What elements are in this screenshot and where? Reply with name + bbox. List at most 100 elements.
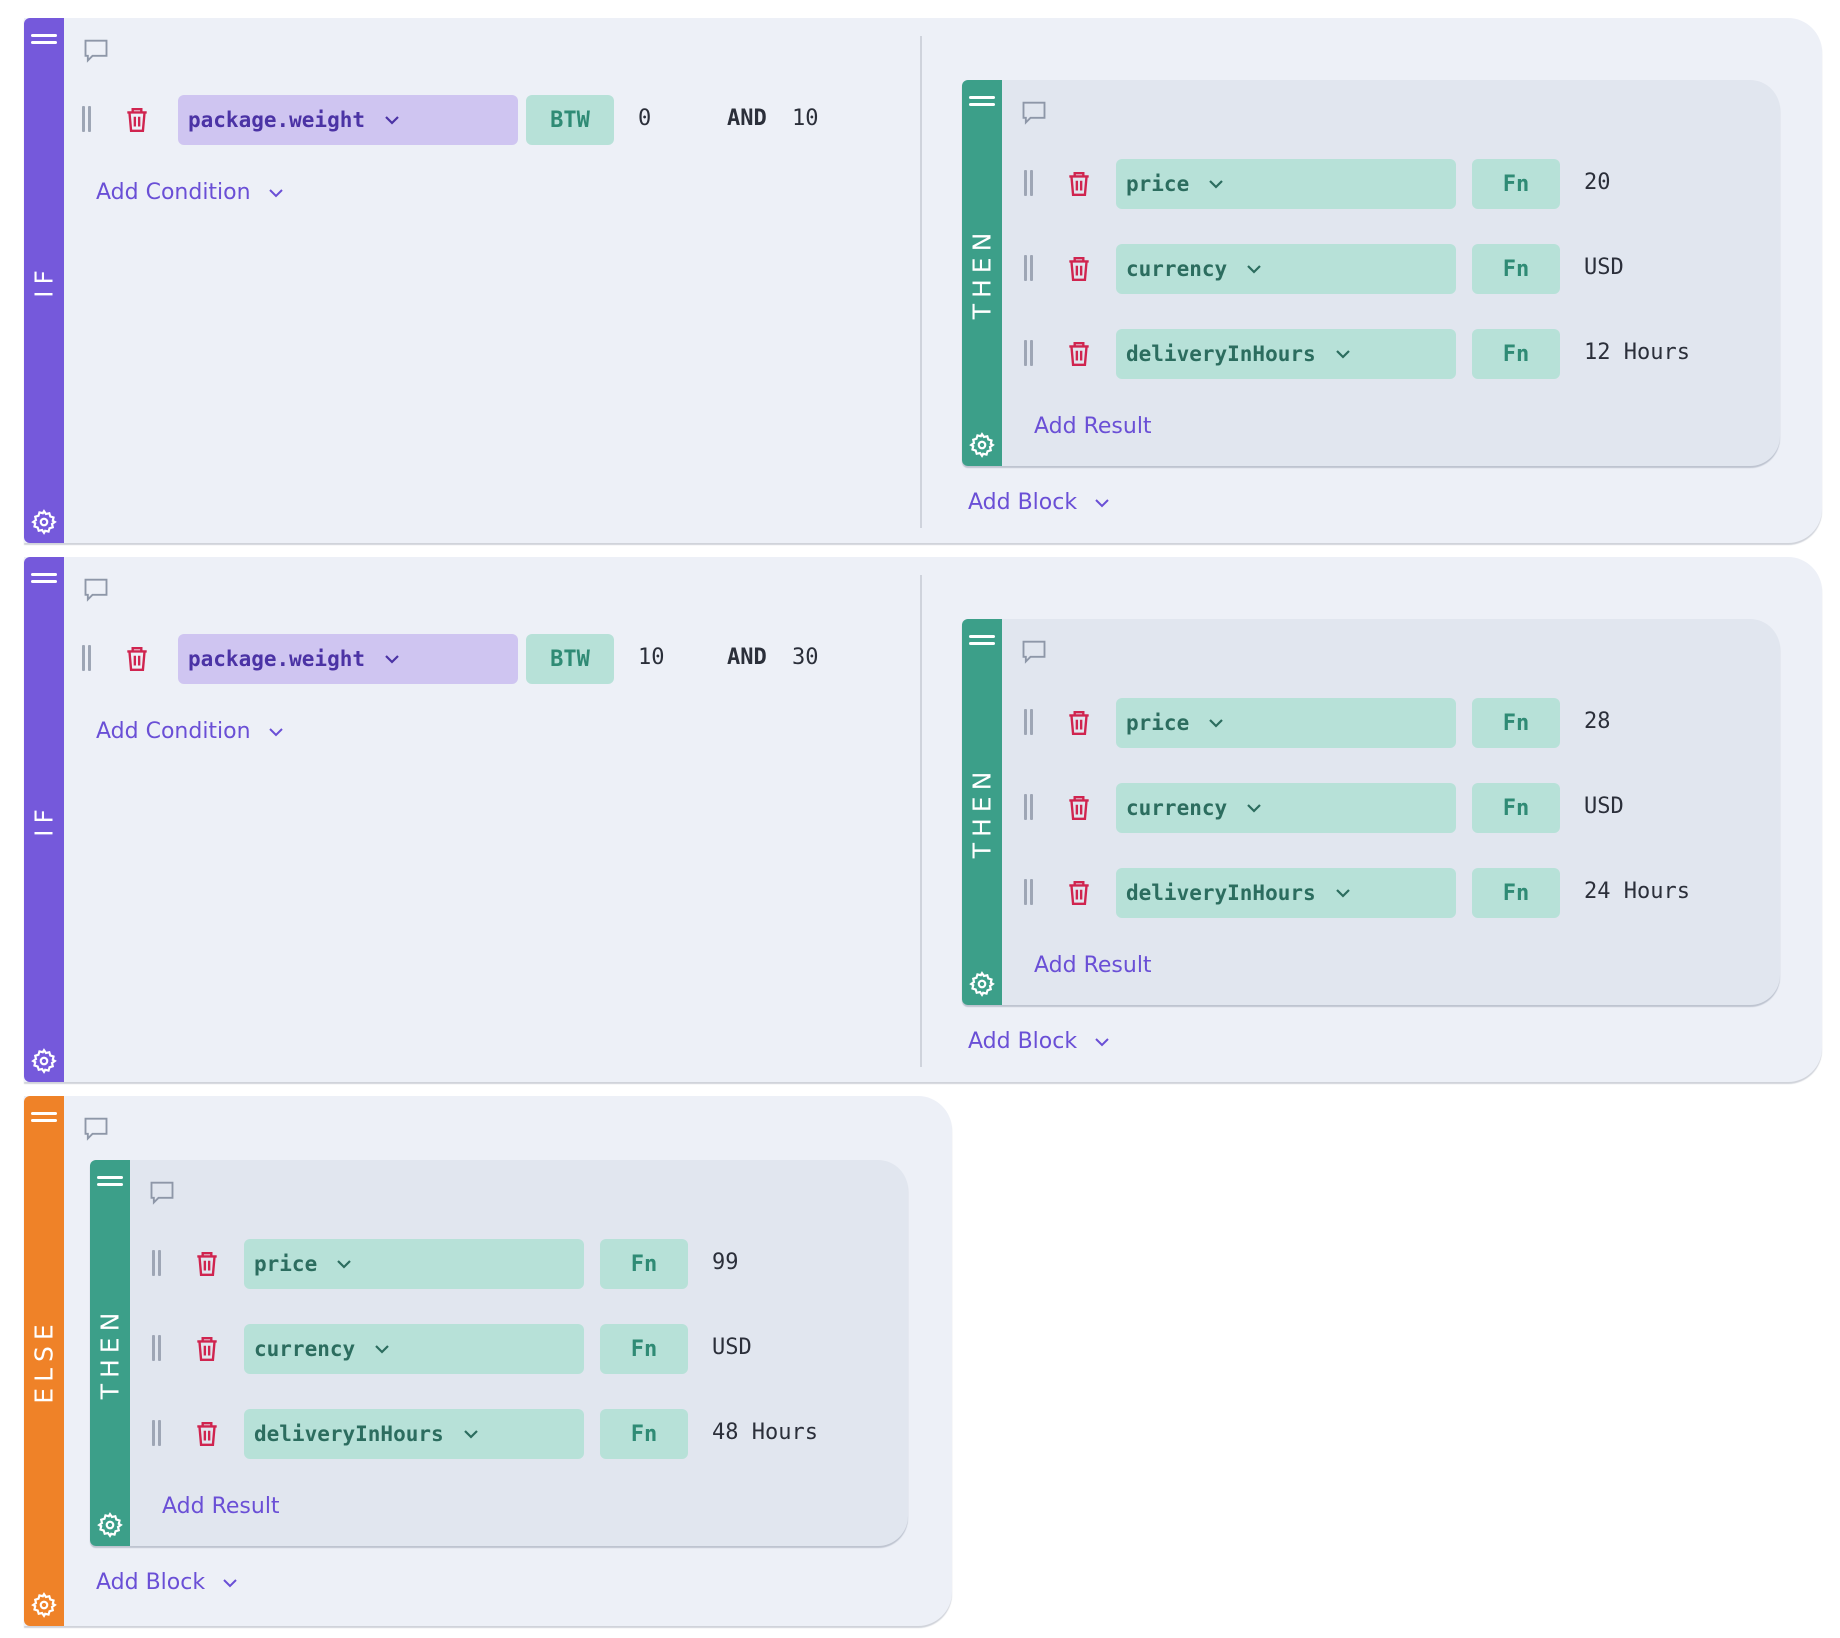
drag-grip-icon[interactable] (1022, 879, 1036, 905)
condition-value-from[interactable]: 0 (638, 106, 652, 131)
chevron-down-icon (1335, 350, 1350, 359)
if-block-1: IF package.weight BTW 0 AND 10 Add Condi… (24, 18, 1822, 543)
comment-icon[interactable] (1020, 637, 1048, 665)
gear-icon[interactable] (969, 432, 995, 458)
result-operator-button[interactable]: Fn (600, 1324, 688, 1374)
comment-icon[interactable] (82, 575, 110, 603)
result-operator-button[interactable]: Fn (1472, 329, 1560, 379)
result-field-select[interactable]: currency (1116, 244, 1456, 294)
result-field-select[interactable]: deliveryInHours (244, 1409, 584, 1459)
chevron-down-icon (1095, 1037, 1109, 1046)
add-block-button[interactable]: Add Block (968, 1029, 1111, 1054)
condition-value-to[interactable]: 30 (792, 645, 819, 670)
result-value[interactable]: USD (712, 1335, 752, 1360)
result-field-select[interactable]: deliveryInHours (1116, 329, 1456, 379)
drag-grip-icon[interactable] (1022, 794, 1036, 820)
drag-handle-icon[interactable] (31, 32, 57, 48)
drag-grip-icon[interactable] (1022, 170, 1036, 196)
add-result-label: Add Result (1034, 414, 1152, 439)
condition-value-from[interactable]: 10 (638, 645, 665, 670)
result-value[interactable]: 48 Hours (712, 1420, 818, 1445)
chevron-down-icon (1209, 719, 1223, 728)
drag-grip-icon[interactable] (80, 645, 94, 671)
condition-operator-button[interactable]: BTW (526, 634, 614, 684)
result-field-select[interactable]: deliveryInHours (1116, 868, 1456, 918)
condition-value-to[interactable]: 10 (792, 106, 819, 131)
result-value[interactable]: 24 Hours (1584, 879, 1690, 904)
delete-icon[interactable] (194, 1250, 220, 1278)
add-result-button[interactable]: Add Result (1034, 414, 1152, 439)
gear-icon[interactable] (97, 1512, 123, 1538)
result-value[interactable]: 20 (1584, 170, 1611, 195)
else-then-block: THEN price Fn 99 currency Fn USD deliver… (90, 1160, 908, 1546)
add-condition-button[interactable]: Add Condition (96, 719, 285, 744)
condition-operator-button[interactable]: BTW (526, 95, 614, 145)
result-value[interactable]: USD (1584, 255, 1624, 280)
add-condition-label: Add Condition (96, 180, 251, 205)
drag-handle-icon[interactable] (97, 1174, 123, 1190)
result-field-select[interactable]: price (1116, 159, 1456, 209)
gear-icon[interactable] (31, 509, 57, 535)
delete-icon[interactable] (1066, 170, 1092, 198)
drag-grip-icon[interactable] (1022, 709, 1036, 735)
condition-field-label: package.weight (188, 108, 366, 132)
result-operator-button[interactable]: Fn (1472, 783, 1560, 833)
then-label: THEN (95, 1306, 125, 1400)
drag-grip-icon[interactable] (80, 106, 94, 132)
add-result-button[interactable]: Add Result (162, 1494, 280, 1519)
comment-icon[interactable] (82, 36, 110, 64)
condition-field-select[interactable]: package.weight (178, 634, 518, 684)
delete-icon[interactable] (1066, 879, 1092, 907)
delete-icon[interactable] (194, 1420, 220, 1448)
comment-icon[interactable] (148, 1178, 176, 1206)
condition-field-select[interactable]: package.weight (178, 95, 518, 145)
delete-icon[interactable] (124, 106, 150, 134)
delete-icon[interactable] (124, 645, 150, 673)
operator-label: Fn (1502, 171, 1530, 197)
drag-handle-icon[interactable] (31, 1110, 57, 1126)
result-field-select[interactable]: currency (244, 1324, 584, 1374)
delete-icon[interactable] (1066, 340, 1092, 368)
drag-handle-icon[interactable] (969, 94, 995, 110)
divider (920, 36, 922, 528)
gear-icon[interactable] (31, 1048, 57, 1074)
drag-grip-icon[interactable] (1022, 340, 1036, 366)
delete-icon[interactable] (194, 1335, 220, 1363)
delete-icon[interactable] (1066, 255, 1092, 283)
add-result-button[interactable]: Add Result (1034, 953, 1152, 978)
result-operator-button[interactable]: Fn (1472, 698, 1560, 748)
chevron-down-icon (463, 1430, 478, 1439)
chevron-down-icon (1095, 498, 1109, 507)
result-operator-button[interactable]: Fn (600, 1239, 688, 1289)
result-value[interactable]: USD (1584, 794, 1624, 819)
result-operator-button[interactable]: Fn (1472, 159, 1560, 209)
gear-icon[interactable] (969, 971, 995, 997)
add-block-button[interactable]: Add Block (96, 1570, 239, 1595)
result-field-select[interactable]: currency (1116, 783, 1456, 833)
result-field-select[interactable]: price (1116, 698, 1456, 748)
drag-grip-icon[interactable] (150, 1420, 164, 1446)
drag-handle-icon[interactable] (31, 571, 57, 587)
comment-icon[interactable] (1020, 98, 1048, 126)
comment-icon[interactable] (82, 1114, 110, 1142)
gear-icon[interactable] (31, 1592, 57, 1618)
chevron-down-icon (385, 655, 399, 664)
if-label: IF (29, 263, 59, 298)
result-value[interactable]: 12 Hours (1584, 340, 1690, 365)
add-condition-button[interactable]: Add Condition (96, 180, 285, 205)
delete-icon[interactable] (1066, 794, 1092, 822)
result-field-select[interactable]: price (244, 1239, 584, 1289)
add-block-button[interactable]: Add Block (968, 490, 1111, 515)
drag-grip-icon[interactable] (150, 1335, 164, 1361)
result-value[interactable]: 28 (1584, 709, 1611, 734)
result-operator-button[interactable]: Fn (1472, 244, 1560, 294)
delete-icon[interactable] (1066, 709, 1092, 737)
if-rail: IF (24, 557, 64, 1082)
result-field-label: price (1126, 172, 1190, 196)
drag-grip-icon[interactable] (150, 1250, 164, 1276)
drag-grip-icon[interactable] (1022, 255, 1036, 281)
result-operator-button[interactable]: Fn (1472, 868, 1560, 918)
drag-handle-icon[interactable] (969, 633, 995, 649)
result-operator-button[interactable]: Fn (600, 1409, 688, 1459)
result-value[interactable]: 99 (712, 1250, 739, 1275)
